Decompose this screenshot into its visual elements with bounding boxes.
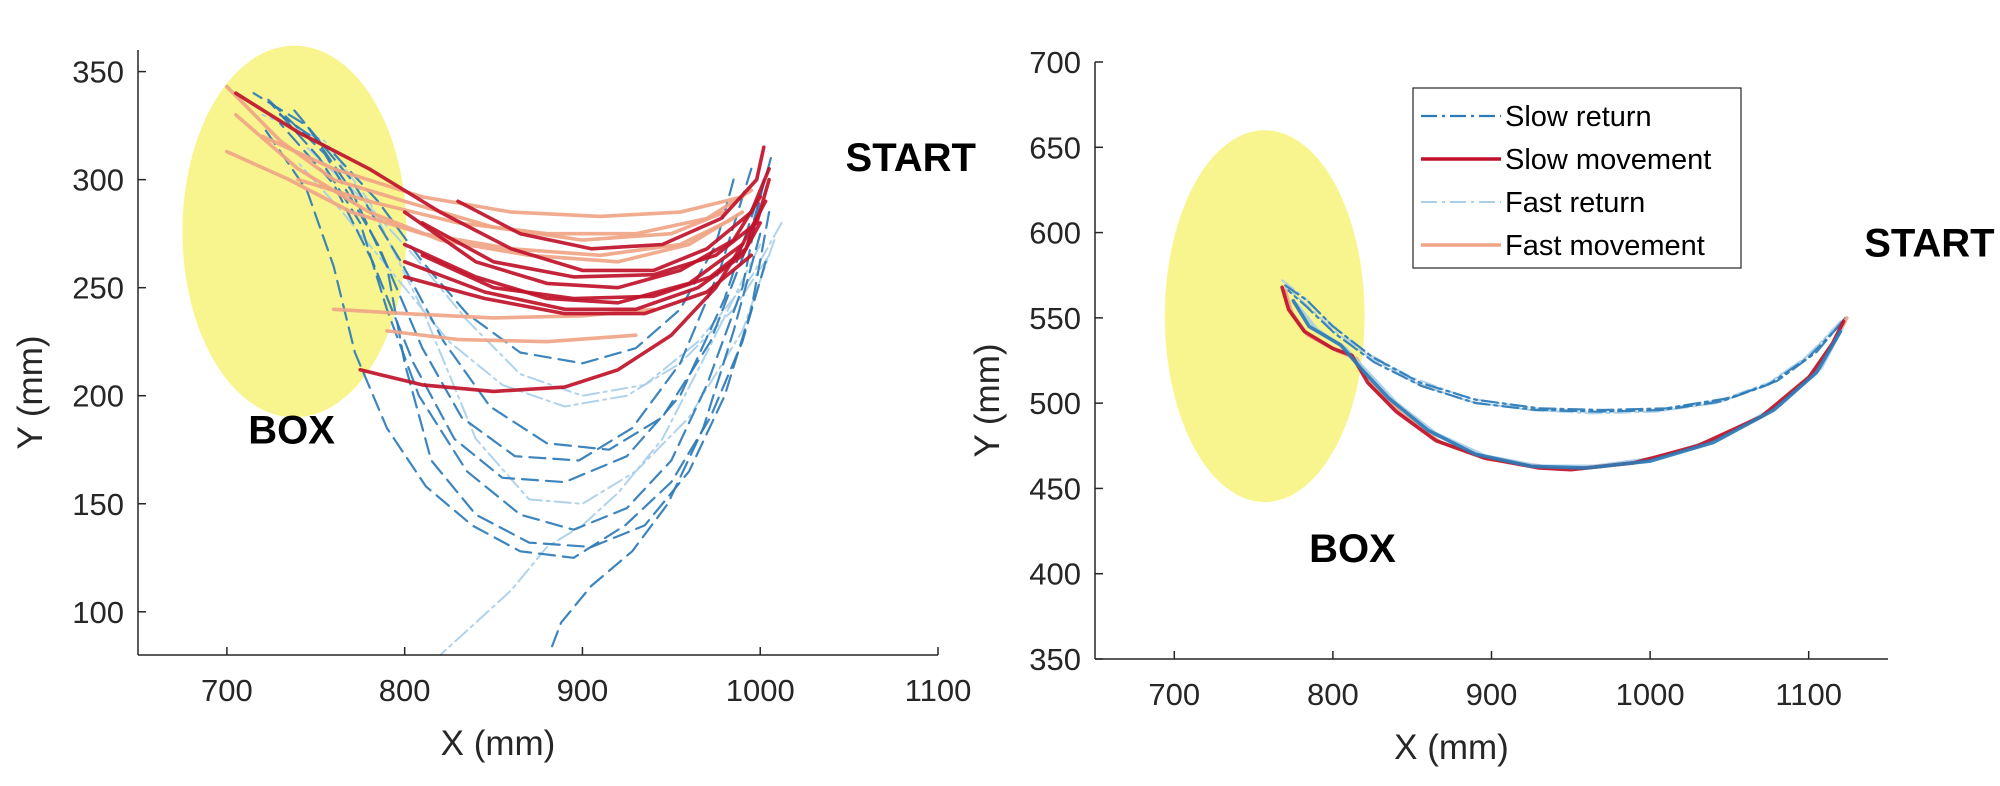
x-tick-label: 800	[1307, 677, 1359, 712]
series-line-slow-return	[279, 122, 758, 484]
y-tick-label: 350	[72, 55, 124, 90]
series-line-fast-movement	[225, 149, 736, 258]
series-line-fast-return	[261, 113, 776, 505]
series-line-slow-return	[549, 232, 762, 652]
left-trajectory-plot: 700 800 900 1000 1100 100 150 200 250 300 350 X (mm…	[11, 45, 976, 763]
x-axis-label: X (mm)	[1394, 728, 1509, 767]
box-annotation: BOX	[1309, 527, 1396, 571]
series-line-slow-movement	[1280, 285, 1846, 472]
x-tick-label: 900	[1466, 677, 1518, 712]
series-line-slow-movement	[456, 145, 766, 251]
legend-entry-label: Slow movement	[1505, 144, 1711, 176]
y-tick-label: 100	[72, 595, 124, 630]
y-tick-label: 700	[1029, 45, 1081, 80]
y-tick-label: 400	[1029, 557, 1081, 592]
series-line-slow-movement	[358, 242, 745, 394]
series-line-slow-movement	[1291, 298, 1843, 470]
legend-box	[1412, 87, 1742, 269]
series-line-fast-movement	[234, 113, 745, 264]
y-tick-label: 200	[72, 379, 124, 414]
y-tick-label: 300	[72, 163, 124, 198]
plot-area	[1164, 130, 1849, 503]
y-tick-label: 350	[1029, 642, 1081, 677]
legend: Slow return Slow movement Fast return Fast …	[1412, 87, 1742, 269]
y-tick-label: 550	[1029, 301, 1081, 336]
series-line-slow-return	[261, 124, 767, 559]
series-line-fast-return	[1281, 279, 1842, 413]
y-axis-label: Y (mm)	[11, 335, 50, 449]
x-tick-label: 1000	[1616, 677, 1685, 712]
series-line-slow-movement	[402, 253, 754, 316]
series-line-slow-return	[270, 102, 765, 531]
x-tick-label: 900	[557, 673, 609, 708]
start-annotation: START	[1864, 221, 1994, 265]
right-trajectory-plot: 700 800 900 1000 1100 350 400 450 500 550 600 650 70…	[968, 45, 1995, 767]
y-tick-label: 600	[1029, 216, 1081, 251]
series-line-slow-movement	[234, 91, 771, 273]
x-tick-label: 700	[1148, 677, 1200, 712]
box-annotation: BOX	[248, 408, 335, 452]
series-line-fast-movement	[296, 177, 754, 236]
plot-area	[182, 45, 783, 655]
series-line-slow-return	[279, 113, 735, 365]
y-axis-label: Y (mm)	[968, 343, 1007, 457]
start-annotation: START	[846, 136, 976, 180]
x-tick-label: 800	[379, 673, 431, 708]
series-line-slow-return	[1287, 289, 1842, 413]
x-tick-label: 1100	[905, 673, 972, 708]
series-line-slow-return	[1284, 284, 1847, 412]
x-tick-label: 1100	[1775, 677, 1842, 712]
legend-entry-label: Fast movement	[1505, 230, 1705, 262]
x-axis-label: X (mm)	[441, 724, 556, 763]
series-line-fast-return	[439, 243, 762, 655]
series-line-fast-movement	[385, 329, 638, 344]
x-tick-label: 1000	[726, 673, 795, 708]
legend-entry-label: Slow return	[1505, 101, 1652, 133]
y-tick-label: 650	[1029, 130, 1081, 165]
series-line-slow-movement	[420, 216, 759, 301]
y-tick-label: 500	[1029, 386, 1081, 421]
y-tick-label: 250	[72, 271, 124, 306]
x-tick-label: 700	[201, 673, 253, 708]
series-line-fast-movement	[260, 134, 745, 219]
box-region	[182, 45, 407, 418]
series-line-slow-return	[252, 92, 771, 549]
series-line-slow-movement	[402, 221, 763, 312]
series-line-fast-return	[1284, 286, 1839, 415]
series-line-fast-return	[305, 146, 783, 397]
legend-entry-label: Fast return	[1505, 187, 1645, 219]
y-tick-label: 450	[1029, 471, 1081, 506]
box-region	[1164, 130, 1365, 503]
y-tick-label: 150	[72, 487, 124, 522]
series-line-slow-return	[293, 109, 773, 451]
